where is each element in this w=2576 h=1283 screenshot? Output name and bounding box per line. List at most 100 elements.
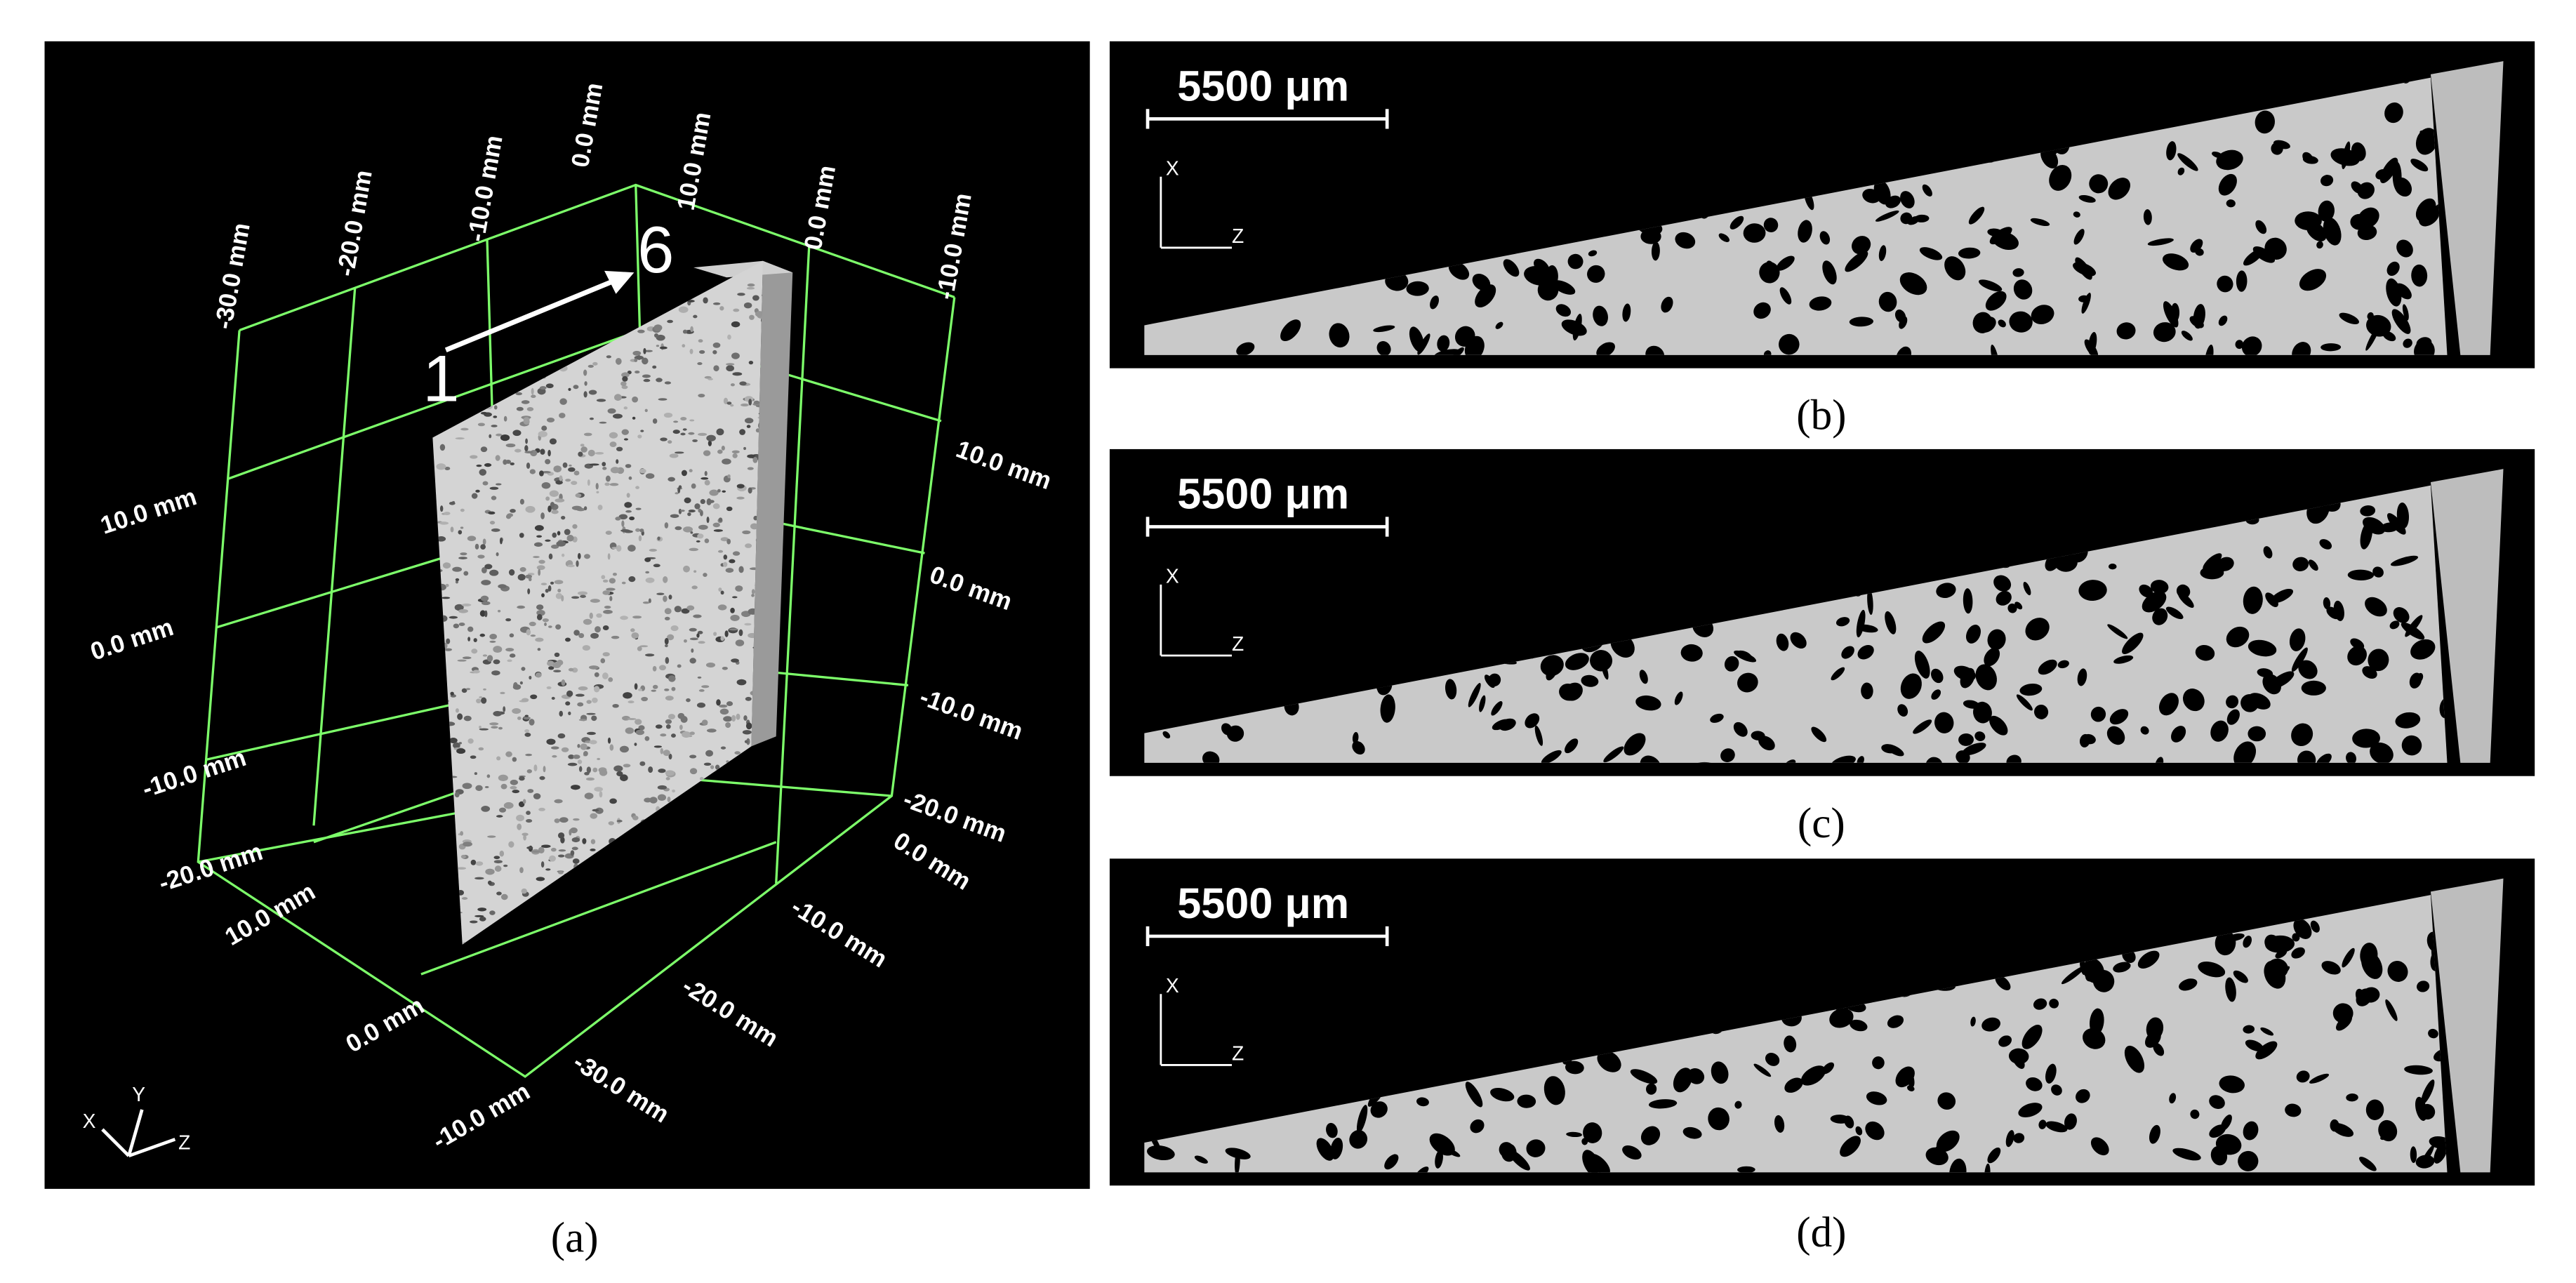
pore (1645, 345, 1665, 355)
pore (1470, 1119, 1485, 1134)
pore (2190, 1109, 2200, 1119)
pore (1857, 624, 1878, 633)
slab-pore (632, 416, 636, 420)
pore (2031, 305, 2054, 324)
pore (2153, 322, 2176, 343)
arrow-line (444, 278, 616, 353)
pore (2089, 1008, 2104, 1035)
slab-pore (670, 733, 676, 738)
slab-pore (547, 449, 551, 457)
slab-pore (626, 493, 630, 498)
pore (1798, 220, 1812, 243)
slab-pore (517, 716, 522, 720)
pore (2309, 1073, 2330, 1084)
slab-pore (510, 785, 517, 790)
slab-pore (632, 396, 639, 403)
slab-pore (582, 838, 587, 844)
slab-pore (471, 649, 478, 654)
slab-pore (597, 505, 603, 510)
pore (1899, 272, 1927, 295)
slab-pore (595, 451, 604, 455)
slab-pore (597, 757, 601, 760)
slab-pore (683, 639, 687, 643)
slab-pore (480, 446, 488, 453)
slab-pore (720, 590, 724, 595)
slab-pore (562, 553, 565, 557)
pore (1896, 346, 1911, 355)
slab-pore (462, 783, 472, 790)
slab-pore (455, 580, 459, 584)
scale-bar-label: 5500 μm (1177, 879, 1349, 927)
slab-pore (533, 556, 540, 559)
pore (1417, 333, 1430, 355)
slab-pore (487, 835, 496, 838)
pore (1566, 1131, 1582, 1138)
slab-pore (680, 432, 686, 436)
slab-pore (658, 665, 666, 671)
slab-pore (656, 592, 665, 596)
slab-pore (553, 670, 562, 673)
slab-pore (665, 770, 675, 776)
pore (1998, 1035, 2012, 1047)
pore (2113, 655, 2134, 664)
pore (1987, 629, 2006, 651)
slab-pore (583, 751, 588, 757)
slab-pore (559, 710, 564, 717)
slab-pore (573, 754, 580, 759)
slab-pore (700, 499, 705, 505)
slab-pore (703, 297, 708, 304)
slab-pore (665, 644, 668, 648)
slab-pore (479, 726, 482, 729)
pore (1316, 1138, 1334, 1161)
pore (1225, 1148, 1251, 1159)
slab-pore (533, 542, 543, 547)
slab-pore (523, 417, 530, 423)
pore (2292, 342, 2311, 355)
pore (2262, 674, 2281, 695)
slab-pore (467, 626, 474, 632)
slab-pore (607, 737, 611, 744)
slab-pore (592, 697, 598, 703)
slab-pore (559, 398, 567, 405)
pore (2321, 175, 2334, 187)
slab-pore (534, 525, 544, 531)
pore (1861, 682, 1873, 700)
slab-pore (722, 458, 731, 465)
slab-pore (516, 814, 524, 822)
slab-pore (458, 609, 468, 613)
slab-pore (665, 719, 672, 724)
slab-pore (525, 505, 536, 513)
slab-pore (509, 633, 514, 638)
slab-pore (571, 846, 578, 851)
slab-pore (625, 510, 632, 513)
pore (2122, 632, 2144, 654)
slab-pore (609, 596, 613, 601)
slab-pore (550, 581, 555, 585)
slab-pore (540, 861, 545, 868)
triad-label: Y (132, 1083, 145, 1105)
pore (2339, 312, 2359, 324)
pore (1565, 653, 1589, 670)
slab-pore (643, 378, 651, 383)
slab-pore (566, 534, 574, 542)
pore (1543, 1076, 1565, 1105)
slab-pore (496, 756, 501, 761)
slab-pore (479, 633, 486, 637)
slab-pore (664, 608, 672, 615)
slab-pore (561, 515, 566, 520)
pore (1490, 1087, 1515, 1102)
pore (1966, 625, 1981, 644)
slab-pore (496, 815, 503, 818)
slab-pore (675, 526, 682, 531)
slab-pore (632, 350, 642, 356)
slab-pore (720, 746, 726, 750)
pore (2308, 559, 2318, 571)
pore (2006, 754, 2021, 763)
slab-pore (557, 832, 565, 839)
pore (1790, 632, 1807, 649)
pore (1985, 291, 2007, 311)
slab-pore (590, 849, 596, 851)
slab-pore (703, 450, 711, 456)
slab-pore (575, 493, 582, 498)
slice-panel: 5500 μm X Z (1109, 448, 2535, 776)
